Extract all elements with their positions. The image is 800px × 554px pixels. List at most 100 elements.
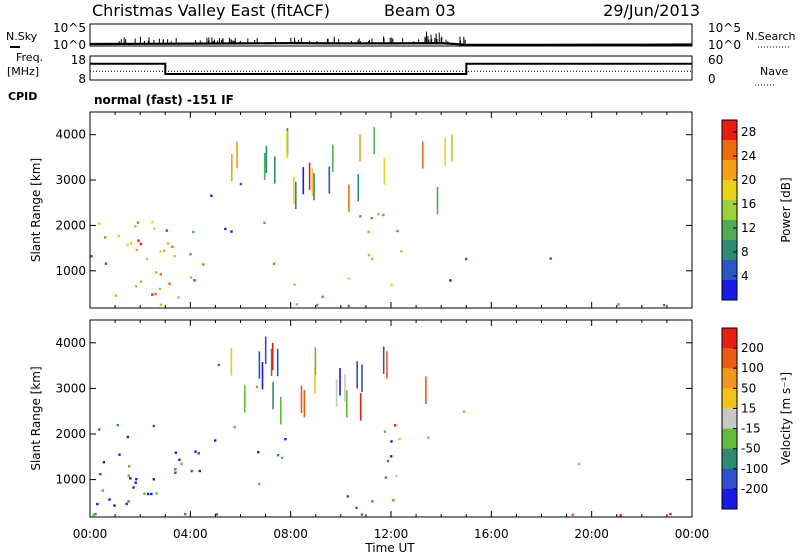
power-echo-cell bbox=[230, 230, 233, 233]
power-echo-cell bbox=[126, 243, 129, 246]
velocity-echo-cell bbox=[215, 513, 218, 516]
velocity-colorbar-label: Velocity [m s⁻¹] bbox=[779, 372, 793, 465]
velocity-colorbar-segment bbox=[722, 468, 737, 490]
velocity-streak bbox=[280, 397, 282, 425]
power-echo-cell bbox=[168, 282, 171, 285]
power-echo-cell bbox=[347, 304, 350, 308]
power-panel-background bbox=[90, 112, 692, 308]
power-streak bbox=[313, 173, 315, 201]
power-streak bbox=[373, 127, 376, 155]
nsky-label: N.Sky bbox=[6, 30, 38, 43]
power-echo-cell bbox=[549, 257, 552, 260]
velocity-echo-cell bbox=[96, 502, 99, 506]
power-streak bbox=[311, 168, 314, 196]
velocity-echo-cell bbox=[233, 425, 236, 429]
power-echo-cell bbox=[104, 236, 107, 239]
velocity-streak bbox=[264, 336, 267, 364]
velocity-echo-cell bbox=[94, 512, 97, 516]
power-ytick-label: 1000 bbox=[55, 264, 86, 278]
power-colorbar-segment bbox=[722, 160, 737, 181]
velocity-colorbar-segment bbox=[722, 488, 737, 510]
velocity-streak bbox=[270, 348, 273, 377]
nave-label: Nave bbox=[760, 65, 788, 78]
power-ylabel: Slant Range [km] bbox=[29, 158, 43, 262]
velocity-streak bbox=[335, 379, 338, 407]
power-streak bbox=[302, 167, 305, 195]
velocity-streak bbox=[230, 348, 233, 376]
velocity-echo-cell bbox=[113, 504, 116, 507]
power-echo-cell bbox=[135, 248, 139, 252]
power-echo-cell bbox=[295, 303, 298, 306]
power-echo-cell bbox=[316, 303, 319, 307]
velocity-panel-background bbox=[90, 320, 692, 517]
velocity-ytick-label: 1000 bbox=[55, 473, 86, 487]
power-streak bbox=[308, 162, 311, 190]
velocity-colorbar-tick-label: -200 bbox=[741, 482, 768, 496]
velocity-echo-cell bbox=[355, 506, 358, 510]
power-echo-cell bbox=[145, 257, 149, 261]
power-echo-cell bbox=[189, 276, 193, 279]
power-colorbar-tick-label: 16 bbox=[741, 197, 756, 211]
velocity-streak bbox=[339, 368, 341, 396]
freq-label: Freq. bbox=[16, 51, 43, 64]
power-echo-cell bbox=[367, 230, 370, 234]
power-colorbar-segment bbox=[722, 260, 737, 281]
power-colorbar-segment bbox=[722, 200, 737, 221]
power-echo-cell bbox=[135, 285, 138, 288]
velocity-echo-cell bbox=[152, 478, 155, 481]
frequency-nave-panel: 18 8 60 0 bbox=[71, 53, 724, 86]
power-echo-cell bbox=[90, 255, 93, 258]
frequency-series-line bbox=[90, 62, 692, 75]
velocity-colorbar-tick-label: 200 bbox=[741, 341, 764, 355]
nave-right-tick-label: 60 bbox=[708, 53, 723, 67]
power-colorbar-label: Power [dB] bbox=[779, 177, 793, 242]
power-colorbar-tick-label: 8 bbox=[741, 245, 749, 259]
power-colorbar-tick-label: 12 bbox=[741, 221, 756, 235]
power-echo-cell bbox=[263, 221, 266, 224]
velocity-colorbar-tick-label: -15 bbox=[741, 422, 761, 436]
velocity-echo-cell bbox=[102, 461, 106, 464]
velocity-ytick-label: 2000 bbox=[55, 427, 86, 441]
velocity-ytick-label: 4000 bbox=[55, 336, 86, 350]
velocity-echo-cell bbox=[462, 410, 466, 413]
power-echo-cell bbox=[173, 254, 176, 258]
velocity-echo-cell bbox=[255, 385, 259, 389]
velocity-echo-cell bbox=[180, 462, 183, 466]
velocity-echo-cell bbox=[217, 363, 220, 367]
velocity-streak bbox=[261, 362, 264, 390]
velocity-echo-cell bbox=[214, 439, 217, 442]
noise-right-tick-label: 10^0 bbox=[708, 38, 741, 52]
velocity-echo-cell bbox=[360, 513, 364, 516]
freq-panel-frame bbox=[89, 55, 693, 81]
freq-left-tick-label: 8 bbox=[78, 72, 86, 86]
power-echo-cell bbox=[192, 230, 195, 234]
power-echo-cell bbox=[137, 239, 140, 242]
velocity-streak bbox=[244, 385, 246, 413]
power-streak bbox=[332, 144, 334, 172]
power-colorbar-frame bbox=[721, 119, 738, 301]
velocity-echo-cell bbox=[143, 492, 146, 495]
velocity-echo-cell bbox=[127, 500, 130, 503]
power-echo-cell bbox=[371, 257, 374, 261]
power-streak bbox=[286, 131, 288, 159]
power-streak bbox=[274, 156, 276, 184]
velocity-colorbar-tick-label: -100 bbox=[741, 462, 768, 476]
velocity-echo-cell bbox=[146, 492, 150, 496]
power-echo-cell bbox=[400, 250, 403, 253]
velocity-panel: 1000 2000 3000 4000 Slant Range [km] 200 100 50… bbox=[29, 319, 793, 518]
power-streak bbox=[357, 174, 360, 202]
nsearch-series-line bbox=[89, 43, 693, 46]
velocity-echo-cell bbox=[392, 499, 395, 502]
velocity-echo-cell bbox=[127, 474, 130, 477]
noise-right-tick-label: 10^5 bbox=[708, 21, 741, 35]
power-streak bbox=[295, 181, 297, 209]
velocity-colorbar-segment bbox=[722, 368, 737, 389]
noise-panel: 10^5 10^0 10^5 10^0 bbox=[53, 21, 741, 52]
noise-panel-frame bbox=[89, 23, 693, 47]
power-echo-cell bbox=[177, 296, 180, 299]
nsearch-label: N.Search bbox=[746, 30, 796, 43]
velocity-echo-cell bbox=[383, 430, 387, 433]
velocity-echo-cell bbox=[174, 451, 177, 454]
velocity-streak bbox=[300, 385, 303, 413]
